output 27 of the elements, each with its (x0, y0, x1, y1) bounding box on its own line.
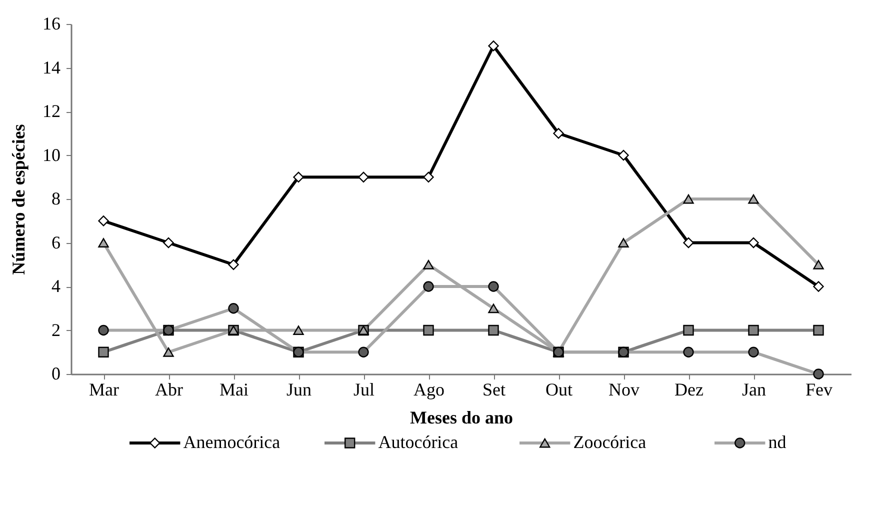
y-tick-label: 12 (42, 101, 60, 121)
x-tick-label: Jun (286, 380, 312, 400)
y-tick-label: 6 (52, 232, 60, 252)
x-tick-label: Mai (220, 380, 248, 400)
legend-label: nd (768, 432, 786, 452)
x-tick-label: Dez (674, 380, 704, 400)
x-tick-label: Jul (353, 380, 375, 400)
x-axis-title: Meses do ano (410, 408, 513, 428)
x-tick-label: Abr (155, 380, 183, 400)
legend-label: Anemocórica (183, 432, 280, 452)
y-tick-label: 14 (42, 57, 60, 78)
x-tick-label: Jan (742, 380, 766, 400)
legend-label: Zoocórica (573, 432, 646, 452)
y-tick-label: 8 (52, 188, 60, 208)
x-tick-label: Ago (414, 380, 444, 400)
x-tick-label: Fev (806, 380, 832, 400)
y-tick-label: 0 (52, 364, 60, 384)
y-tick-label: 16 (42, 14, 60, 34)
x-tick-label: Set (482, 380, 506, 400)
y-tick-label: 4 (52, 276, 60, 296)
y-axis-title: Número de espécies (8, 124, 28, 275)
y-tick-label: 2 (52, 320, 60, 340)
x-tick-label: Nov (608, 380, 640, 400)
x-tick-label: Mar (89, 380, 119, 400)
y-tick-label: 10 (42, 144, 60, 165)
legend-label: Autocórica (378, 432, 458, 452)
x-tick-label: Out (546, 380, 572, 400)
